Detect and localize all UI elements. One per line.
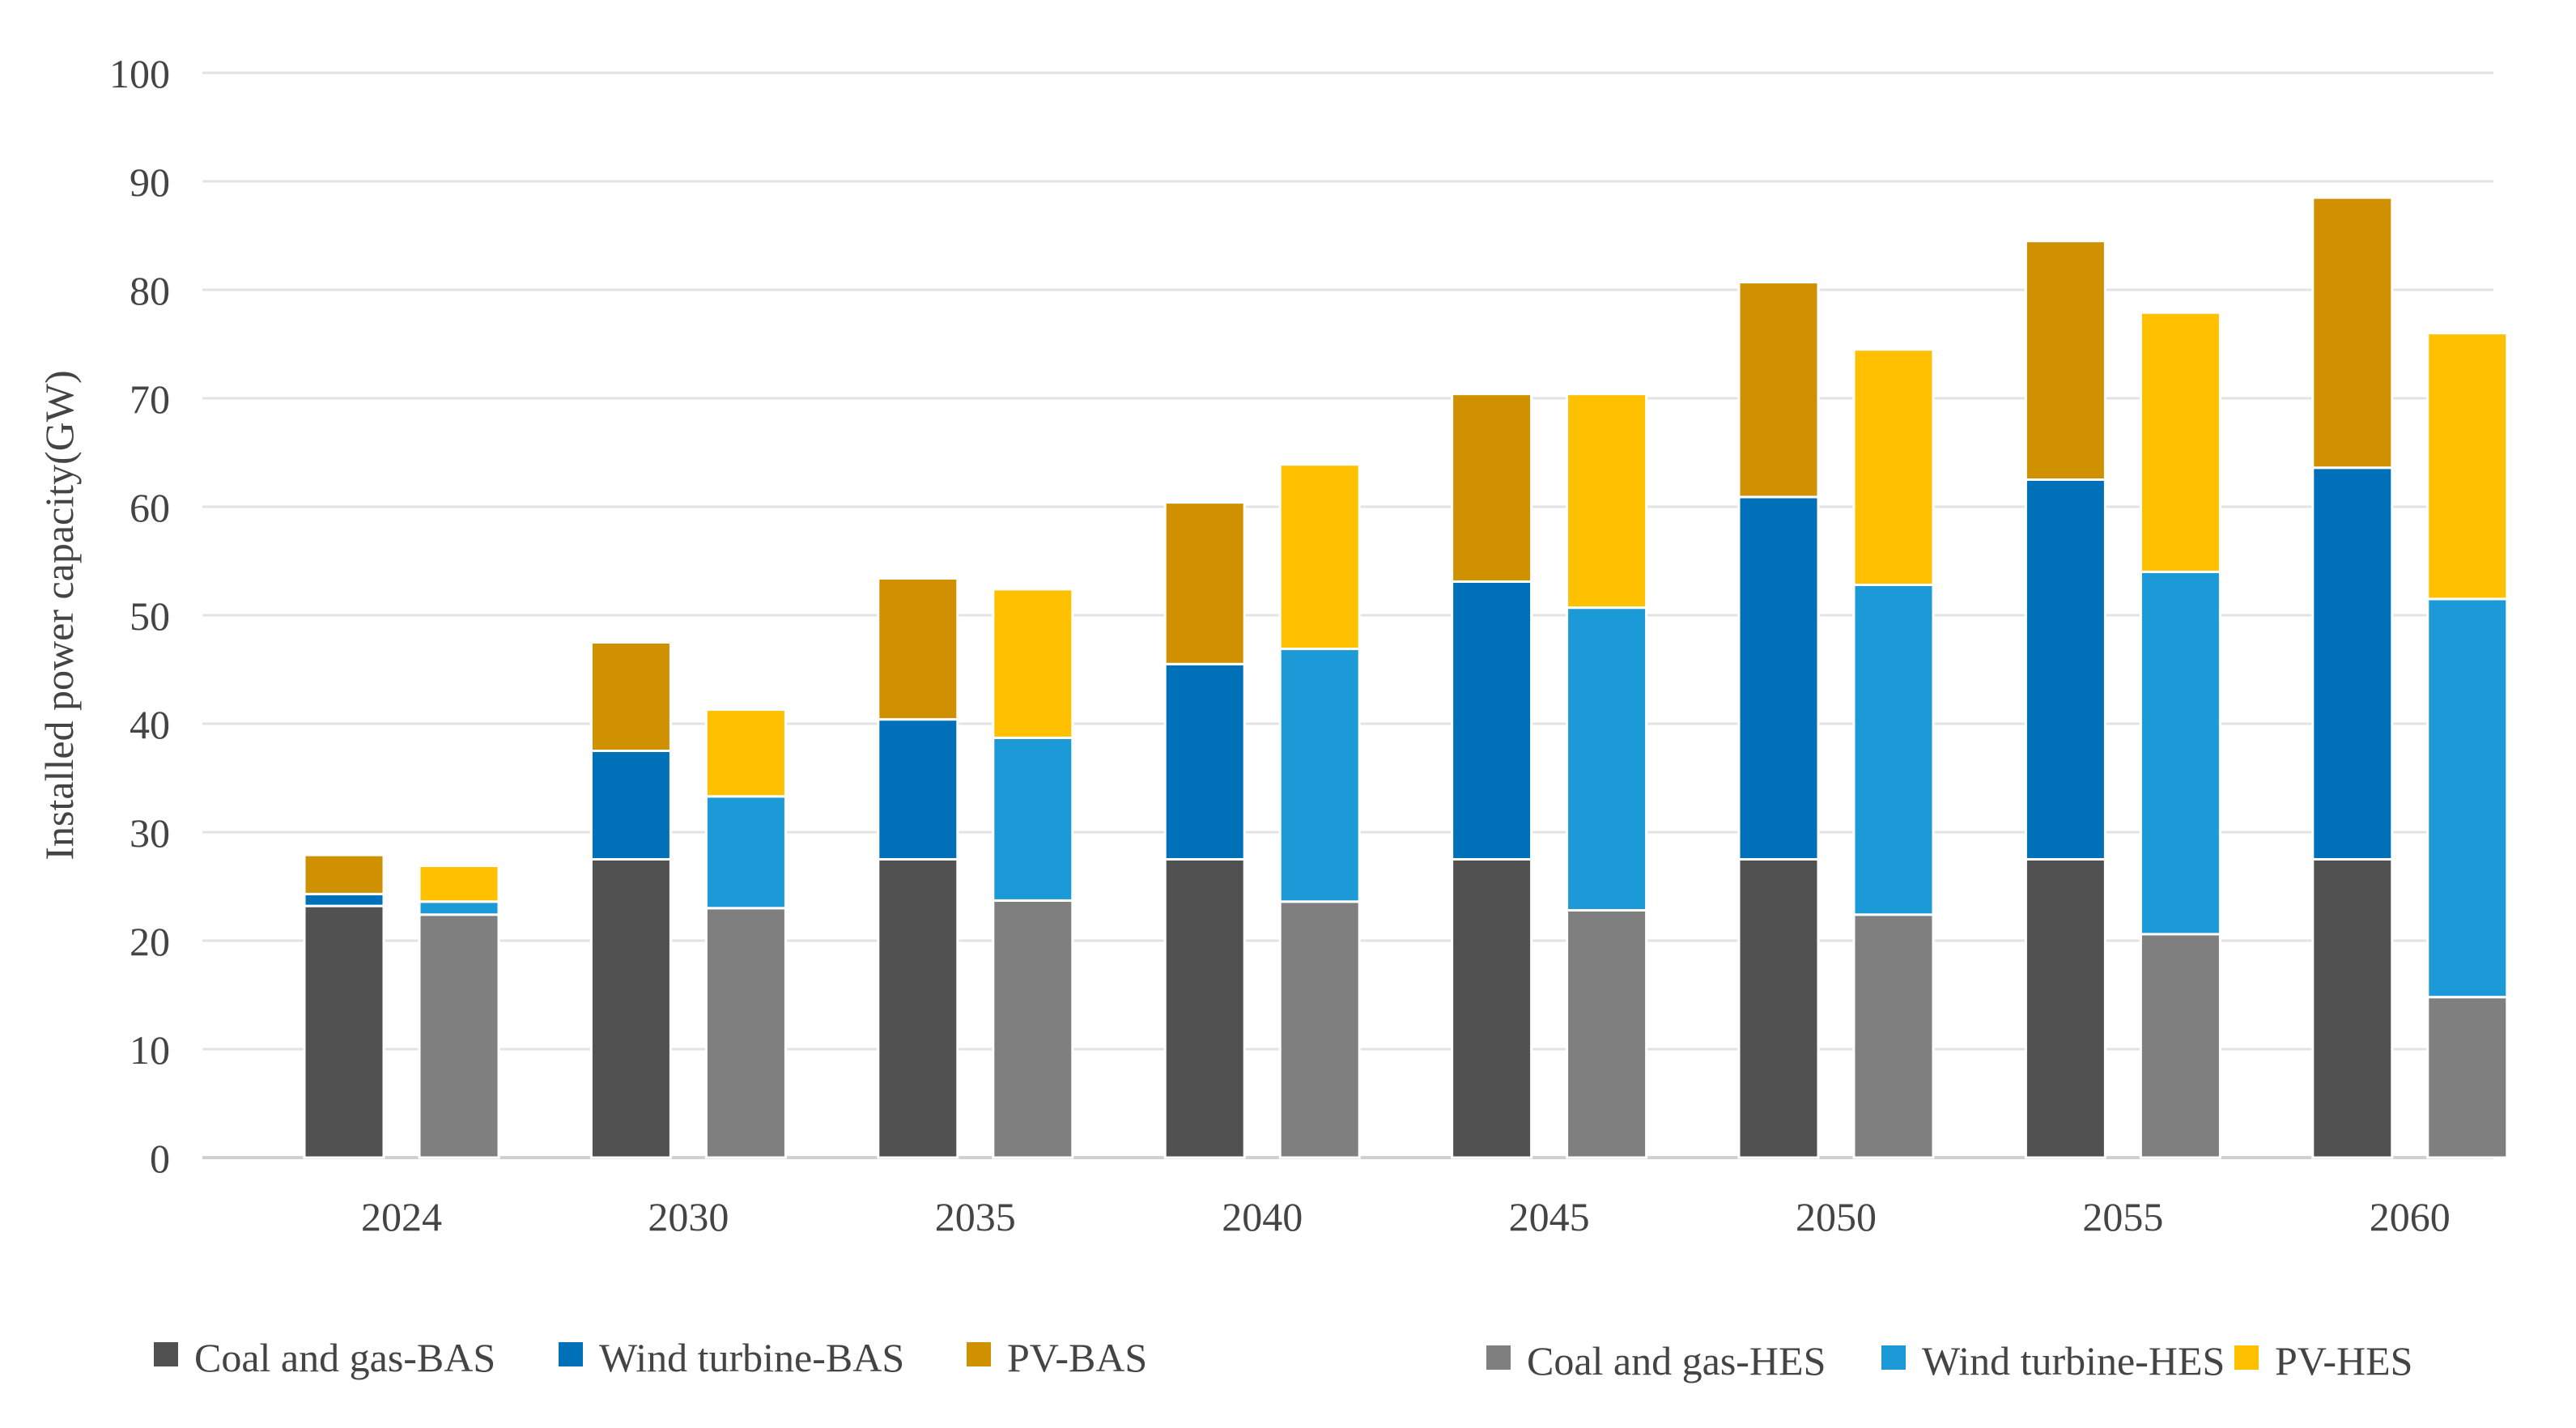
y-tick-label: 80: [130, 268, 170, 313]
y-axis-ticks: 0 10 20 30 40 50 60 70 80 90 100: [109, 51, 170, 1181]
x-tick-label: 2024: [361, 1194, 442, 1239]
bar-coal-and-gas-bas-2045: [1451, 858, 1533, 1159]
bar-wind-turbine-hes-2045: [1566, 606, 1648, 912]
legend: Coal and gas-BAS Wind turbine-BAS PV-BAS Co…: [154, 1335, 2412, 1383]
y-tick-label: 0: [150, 1136, 170, 1181]
y-tick-label: 40: [130, 702, 170, 747]
y-tick-label: 30: [130, 810, 170, 856]
legend-swatch: [154, 1342, 178, 1366]
bar-wind-turbine-hes-2060: [2426, 597, 2509, 999]
legend-label: Wind turbine-HES: [1922, 1338, 2225, 1383]
legend-label: PV-HES: [2275, 1338, 2412, 1383]
bar-pv-hes-2045: [1566, 393, 1648, 610]
bar-coal-and-gas-hes-2060: [2426, 996, 2509, 1159]
x-tick-label: 2055: [2082, 1194, 2163, 1239]
bar-wind-turbine-hes-2055: [2139, 570, 2221, 936]
bar-coal-and-gas-hes-2024: [418, 913, 500, 1159]
y-tick-label: 70: [130, 376, 170, 422]
y-tick-label: 20: [130, 919, 170, 964]
bar-wind-turbine-bas-2030: [589, 750, 672, 861]
bar-wind-turbine-hes-2024: [418, 900, 500, 916]
legend-label: Wind turbine-BAS: [599, 1335, 904, 1380]
y-axis-label: Installed power capacity(GW): [36, 370, 82, 860]
x-tick-label: 2045: [1509, 1194, 1590, 1239]
x-tick-label: 2050: [1796, 1194, 1877, 1239]
bar-wind-turbine-hes-2050: [1852, 583, 1935, 916]
y-tick-label: 100: [109, 51, 170, 96]
bar-pv-hes-2050: [1852, 348, 1935, 586]
bar-pv-hes-2060: [2426, 332, 2509, 601]
bar-wind-turbine-bas-2024: [303, 892, 385, 907]
bar-pv-bas-2035: [877, 576, 959, 721]
legend-swatch: [1881, 1345, 1906, 1370]
bar-coal-and-gas-bas-2024: [303, 904, 385, 1159]
bar-pv-bas-2040: [1163, 501, 1246, 665]
bar-wind-turbine-hes-2030: [704, 795, 787, 910]
bar-pv-hes-2040: [1278, 463, 1361, 651]
bars: [303, 196, 2509, 1159]
bar-wind-turbine-hes-2035: [992, 736, 1074, 902]
bar-pv-bas-2045: [1451, 393, 1533, 583]
bar-pv-hes-2030: [704, 708, 787, 798]
bar-pv-hes-2055: [2139, 311, 2221, 573]
y-tick-label: 90: [130, 159, 170, 205]
bar-coal-and-gas-bas-2035: [877, 858, 959, 1159]
bar-coal-and-gas-hes-2040: [1278, 900, 1361, 1159]
bar-coal-and-gas-hes-2035: [992, 899, 1074, 1159]
bar-pv-hes-2024: [418, 865, 500, 903]
legend-swatch: [967, 1342, 991, 1366]
bar-wind-turbine-bas-2040: [1163, 662, 1246, 861]
bar-coal-and-gas-bas-2055: [2024, 858, 2106, 1159]
bar-coal-and-gas-bas-2050: [1737, 858, 1820, 1159]
bar-wind-turbine-bas-2050: [1737, 495, 1820, 861]
bar-coal-and-gas-hes-2030: [704, 907, 787, 1159]
bar-pv-bas-2024: [303, 853, 385, 895]
bar-coal-and-gas-bas-2040: [1163, 858, 1246, 1159]
legend-label: Coal and gas-HES: [1527, 1338, 1826, 1383]
y-tick-label: 10: [130, 1027, 170, 1073]
bar-pv-bas-2030: [589, 641, 672, 752]
bar-pv-bas-2055: [2024, 240, 2106, 481]
x-tick-label: 2035: [935, 1194, 1016, 1239]
bar-wind-turbine-bas-2045: [1451, 580, 1533, 861]
x-tick-label: 2030: [648, 1194, 729, 1239]
bar-wind-turbine-bas-2055: [2024, 478, 2106, 861]
x-axis-ticks: 2024 2030 2035 2040 2045 2050 2055 2060: [361, 1194, 2451, 1239]
bar-wind-turbine-bas-2060: [2311, 466, 2394, 861]
legend-label: PV-BAS: [1007, 1335, 1147, 1380]
x-tick-label: 2040: [1222, 1194, 1303, 1239]
bar-coal-and-gas-bas-2030: [589, 858, 672, 1159]
legend-swatch: [2234, 1345, 2259, 1370]
y-tick-label: 50: [130, 593, 170, 639]
x-tick-label: 2060: [2370, 1194, 2451, 1239]
bar-coal-and-gas-hes-2055: [2139, 933, 2221, 1159]
legend-label: Coal and gas-BAS: [194, 1335, 495, 1380]
legend-swatch: [1486, 1345, 1511, 1370]
bar-coal-and-gas-hes-2050: [1852, 913, 1935, 1159]
bar-pv-bas-2060: [2311, 196, 2394, 470]
bar-wind-turbine-bas-2035: [877, 718, 959, 861]
bar-coal-and-gas-hes-2045: [1566, 908, 1648, 1159]
legend-swatch: [559, 1342, 583, 1366]
bar-pv-bas-2050: [1737, 281, 1820, 499]
bar-wind-turbine-hes-2040: [1278, 648, 1361, 903]
bar-coal-and-gas-bas-2060: [2311, 858, 2394, 1159]
bar-pv-hes-2035: [992, 588, 1074, 739]
y-tick-label: 60: [130, 485, 170, 530]
